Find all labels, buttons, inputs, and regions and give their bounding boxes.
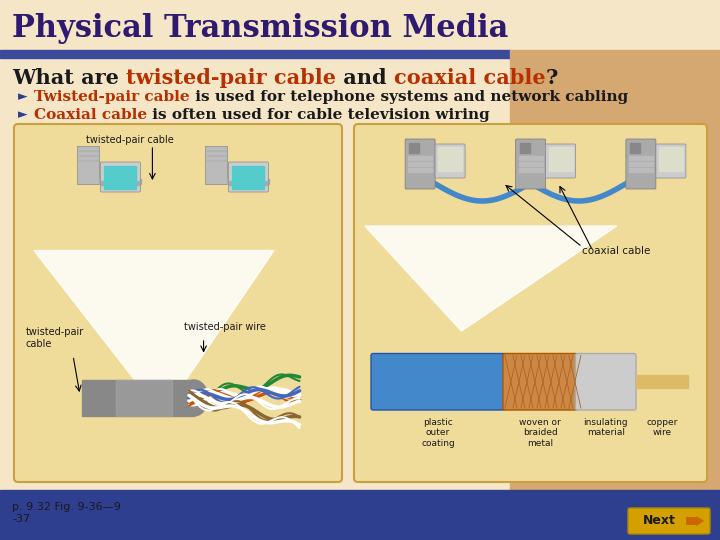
Polygon shape: [34, 251, 274, 415]
Bar: [518, 162, 542, 166]
FancyBboxPatch shape: [435, 144, 465, 178]
FancyBboxPatch shape: [100, 162, 140, 192]
Text: coaxial cable: coaxial cable: [582, 246, 651, 255]
Bar: [230, 181, 267, 185]
Ellipse shape: [180, 380, 208, 416]
Text: Twisted-pair cable: Twisted-pair cable: [34, 90, 189, 104]
Text: twisted-pair cable: twisted-pair cable: [86, 135, 174, 145]
Text: coaxial cable: coaxial cable: [394, 68, 546, 88]
Text: is used for telephone systems and network cabling: is used for telephone systems and networ…: [189, 90, 628, 104]
FancyBboxPatch shape: [656, 144, 686, 178]
Polygon shape: [365, 226, 617, 331]
Bar: [510, 50, 720, 58]
Bar: [228, 179, 269, 184]
Bar: [0, 50, 510, 58]
Text: ►: ►: [18, 109, 27, 122]
FancyBboxPatch shape: [205, 146, 228, 184]
FancyBboxPatch shape: [405, 139, 435, 189]
Bar: [408, 162, 432, 166]
Bar: [99, 179, 141, 184]
FancyBboxPatch shape: [78, 146, 99, 184]
Text: ?: ?: [546, 68, 558, 88]
FancyBboxPatch shape: [516, 139, 546, 189]
FancyBboxPatch shape: [575, 354, 636, 410]
FancyBboxPatch shape: [371, 354, 505, 410]
Text: twisted-pair wire: twisted-pair wire: [184, 322, 266, 333]
FancyBboxPatch shape: [354, 124, 707, 482]
Bar: [438, 147, 462, 171]
Text: twisted-pair cable: twisted-pair cable: [126, 68, 336, 88]
Bar: [104, 166, 136, 189]
Text: What are: What are: [12, 68, 126, 88]
Text: Coaxial cable: Coaxial cable: [34, 108, 147, 122]
FancyBboxPatch shape: [14, 124, 342, 482]
Bar: [510, 58, 720, 490]
FancyArrow shape: [686, 516, 704, 526]
Bar: [630, 143, 640, 153]
Bar: [518, 156, 542, 160]
Bar: [636, 375, 688, 388]
FancyBboxPatch shape: [503, 354, 577, 410]
Bar: [629, 156, 653, 160]
Text: Physical Transmission Media: Physical Transmission Media: [12, 12, 508, 44]
Text: ►: ►: [18, 91, 27, 104]
Text: Next: Next: [643, 515, 676, 528]
FancyBboxPatch shape: [228, 162, 269, 192]
Text: plastic
outer
coating: plastic outer coating: [421, 418, 455, 448]
Text: p. 9.32 Fig. 9-36—9
-37: p. 9.32 Fig. 9-36—9 -37: [12, 502, 121, 524]
Bar: [0, 58, 510, 490]
Bar: [116, 380, 171, 416]
FancyBboxPatch shape: [626, 139, 656, 189]
Bar: [518, 168, 542, 172]
Text: twisted-pair
cable: twisted-pair cable: [26, 327, 84, 349]
Bar: [520, 143, 529, 153]
Bar: [233, 166, 264, 189]
Bar: [409, 143, 419, 153]
Text: insulating
material: insulating material: [583, 418, 628, 437]
Bar: [549, 147, 572, 171]
Text: woven or
braided
metal: woven or braided metal: [519, 418, 561, 448]
Text: copper
wire: copper wire: [647, 418, 678, 437]
Bar: [0, 0, 720, 50]
Bar: [0, 490, 720, 540]
Bar: [82, 380, 194, 416]
FancyBboxPatch shape: [546, 144, 575, 178]
Text: and: and: [336, 68, 394, 88]
Text: is often used for cable television wiring: is often used for cable television wirin…: [147, 108, 490, 122]
Bar: [629, 168, 653, 172]
Bar: [408, 168, 432, 172]
FancyBboxPatch shape: [628, 508, 710, 534]
Bar: [102, 181, 140, 185]
Bar: [408, 156, 432, 160]
Bar: [629, 162, 653, 166]
Bar: [659, 147, 683, 171]
